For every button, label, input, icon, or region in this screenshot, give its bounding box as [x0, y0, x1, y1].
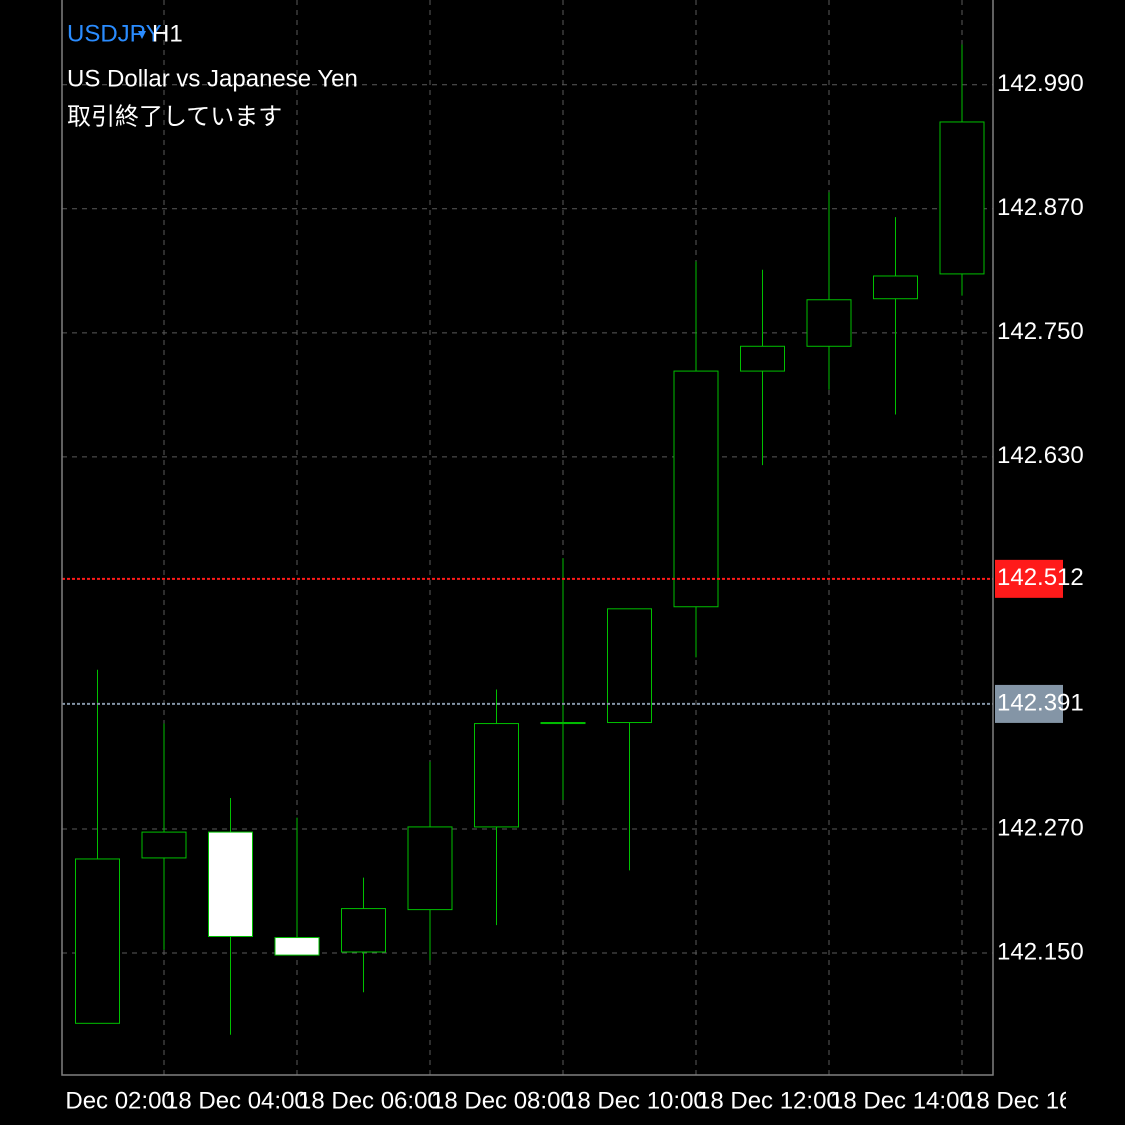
plot-area — [62, 44, 993, 1035]
candle-body — [341, 908, 386, 953]
candle-body — [740, 345, 785, 372]
candle-body — [474, 723, 519, 828]
candle-body — [607, 608, 652, 724]
candle-body — [873, 275, 918, 300]
plot-frame — [61, 0, 994, 1076]
x-tick-label: 18 Dec 08:00 — [431, 1087, 574, 1114]
y-tick-label: 142.750 — [997, 318, 1084, 345]
price-label: 142.512 — [997, 564, 1084, 591]
price-label-box — [995, 559, 1063, 598]
symbol-menu-icon[interactable] — [138, 31, 146, 39]
candle-body — [939, 121, 985, 275]
y-tick-label: 142.270 — [997, 814, 1084, 841]
y-tick-label: 142.150 — [997, 938, 1084, 965]
candle-body — [274, 937, 320, 956]
candle-body — [407, 826, 453, 911]
candle-body — [673, 370, 719, 608]
x-tick-label: 18 Dec 12:00 — [697, 1087, 840, 1114]
x-tick-label: 18 Dec 14:00 — [830, 1087, 973, 1114]
symbol-description: US Dollar vs Japanese Yen — [67, 65, 358, 92]
y-tick-label: 142.990 — [997, 70, 1084, 97]
candle-body — [141, 831, 187, 859]
x-tick-label: 18 Dec 02:00 — [32, 1087, 175, 1114]
candle-body — [208, 831, 253, 937]
price-label: 142.391 — [997, 689, 1084, 716]
x-tick-label: 18 Dec 04:00 — [165, 1087, 308, 1114]
x-tick-label: 18 Dec 16:00 — [963, 1087, 1106, 1114]
symbol[interactable]: USDJPY — [67, 20, 162, 47]
candle-body — [540, 722, 586, 725]
candle-body — [806, 299, 852, 347]
x-tick-label: 18 Dec 10:00 — [564, 1087, 707, 1114]
candle-body — [75, 858, 120, 1024]
axes: 142.150 142.270 142.630 142.750 142.870 142.9… — [995, 70, 1084, 965]
y-tick-label: 142.870 — [997, 194, 1084, 221]
y-tick-label: 142.630 — [997, 442, 1084, 469]
x-tick-label: 18 Dec 06:00 — [298, 1087, 441, 1114]
market-status: 取引終了しています — [67, 103, 282, 130]
price-label-box — [995, 684, 1063, 723]
timeframe[interactable]: H1 — [152, 20, 183, 47]
